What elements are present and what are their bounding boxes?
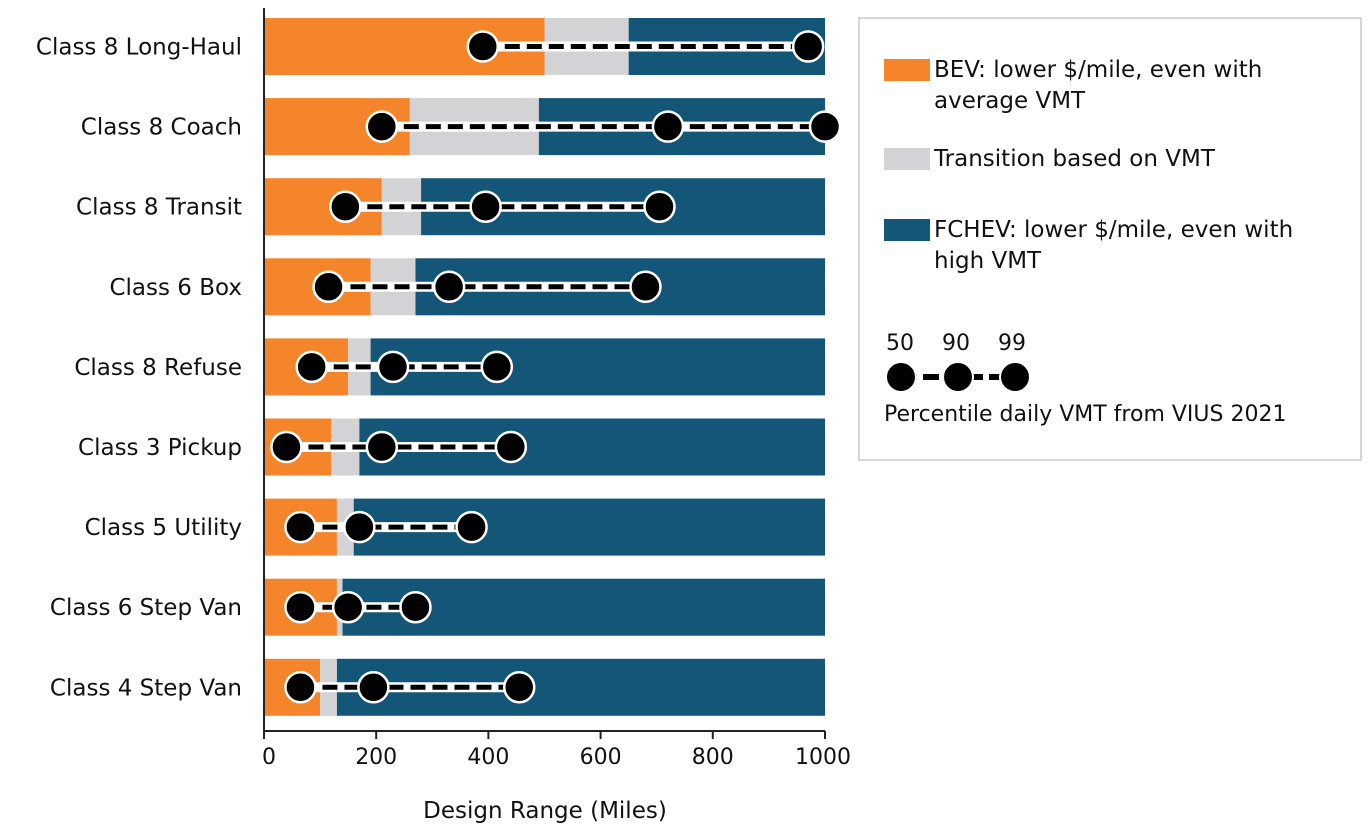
legend: BEV: lower $/mile, even with average VMT… [858, 17, 1362, 461]
category-label-class-5-utility: Class 5 Utility [85, 515, 242, 541]
percentile-marker-99-class-3-pickup [494, 430, 528, 464]
percentile-marker-99-class-5-utility [455, 510, 488, 544]
legend-swatch-fchev [884, 219, 930, 241]
percentile-marker-50-class-6-step-van [284, 590, 317, 624]
legend-item-transition: Transition based on VMT [884, 144, 1334, 175]
percentile-label-90: 90 [942, 331, 970, 356]
legend-label-bev: BEV: lower $/mile, even with average VMT [934, 57, 1263, 114]
percentile-marker-90-class-5-utility [343, 510, 376, 544]
x-tick-label-0: 0 [262, 745, 276, 770]
percentile-label-99: 99 [998, 331, 1026, 356]
percentile-marker-90-class-3-pickup [365, 430, 399, 464]
percentile-marker-50-class-3-pickup [270, 430, 303, 464]
percentile-marker-50-class-6-box [312, 270, 345, 304]
percentile-markers-layer [270, 30, 842, 704]
category-label-class-3-pickup: Class 3 Pickup [78, 435, 242, 461]
percentile-marker-50-class-8-refuse [295, 350, 328, 384]
percentile-marker-50-class-4-step-van [284, 671, 317, 704]
x-axis-title: Design Range (Miles) [423, 798, 667, 824]
x-tick-label-1000: 1000 [795, 745, 850, 770]
percentile-legend-markers [885, 361, 1031, 393]
percentile-marker-90-class-4-step-van [357, 671, 390, 704]
category-label-class-8-transit: Class 8 Transit [76, 195, 242, 221]
legend-label-fchev: FCHEV: lower $/mile, even with high VMT [934, 217, 1294, 274]
percentile-marker-99-class-8-refuse [480, 350, 514, 384]
legend-swatch-bev [884, 59, 930, 81]
percentile-marker-99-class-8-long-haul [791, 30, 825, 63]
category-labels: Class 8 Long-Haul Class 8 Coach Class 8 Tr… [36, 35, 242, 702]
percentile-demo-marker-50 [885, 361, 917, 393]
percentile-demo-marker-90 [942, 361, 974, 393]
category-label-class-8-refuse: Class 8 Refuse [74, 355, 242, 381]
percentile-marker-90-class-8-transit [469, 190, 502, 223]
legend-item-fchev: FCHEV: lower $/mile, even with high VMT [884, 215, 1334, 277]
x-tick-label-400: 400 [467, 745, 509, 770]
legend-swatch-transition [884, 148, 930, 170]
percentile-legend-caption: Percentile daily VMT from VIUS 2021 [884, 402, 1287, 427]
percentile-label-50: 50 [886, 331, 914, 356]
legend-item-bev: BEV: lower $/mile, even with average VMT [884, 55, 1334, 117]
percentile-marker-90-class-8-refuse [376, 350, 410, 384]
percentile-marker-90-class-6-box [432, 270, 466, 304]
category-label-class-6-step-van: Class 6 Step Van [50, 595, 242, 621]
percentile-marker-50-class-5-utility [284, 510, 317, 544]
percentile-demo-marker-99 [999, 361, 1031, 393]
x-ticks: 0 200 400 600 800 1000 [262, 731, 850, 770]
x-tick-label-800: 800 [692, 745, 734, 770]
x-tick-label-200: 200 [355, 745, 397, 770]
percentile-marker-50-class-8-transit [329, 190, 362, 223]
percentile-marker-99-class-6-step-van [399, 590, 432, 624]
percentile-marker-99-class-8-transit [643, 190, 676, 223]
percentile-marker-50-class-8-long-haul [466, 30, 500, 63]
percentile-marker-50-class-8-coach [365, 110, 399, 143]
category-label-class-4-step-van: Class 4 Step Van [50, 675, 242, 701]
x-tick-label-600: 600 [580, 745, 622, 770]
chart: Class 8 Long-Haul Class 8 Coach Class 8 Tr… [36, 8, 850, 824]
percentile-marker-99-class-6-box [629, 270, 662, 304]
category-label-class-8-coach: Class 8 Coach [81, 115, 242, 141]
legend-label-transition: Transition based on VMT [934, 146, 1215, 172]
percentile-marker-90-class-8-coach [651, 110, 685, 143]
category-label-class-6-box: Class 6 Box [109, 275, 242, 301]
percentile-marker-90-class-6-step-van [331, 590, 365, 624]
percentile-legend-labels: 50 90 99 [886, 331, 1036, 359]
category-label-class-8-long-haul: Class 8 Long-Haul [36, 35, 242, 61]
percentile-marker-99-class-8-coach [808, 110, 842, 143]
percentile-marker-99-class-4-step-van [503, 671, 536, 704]
